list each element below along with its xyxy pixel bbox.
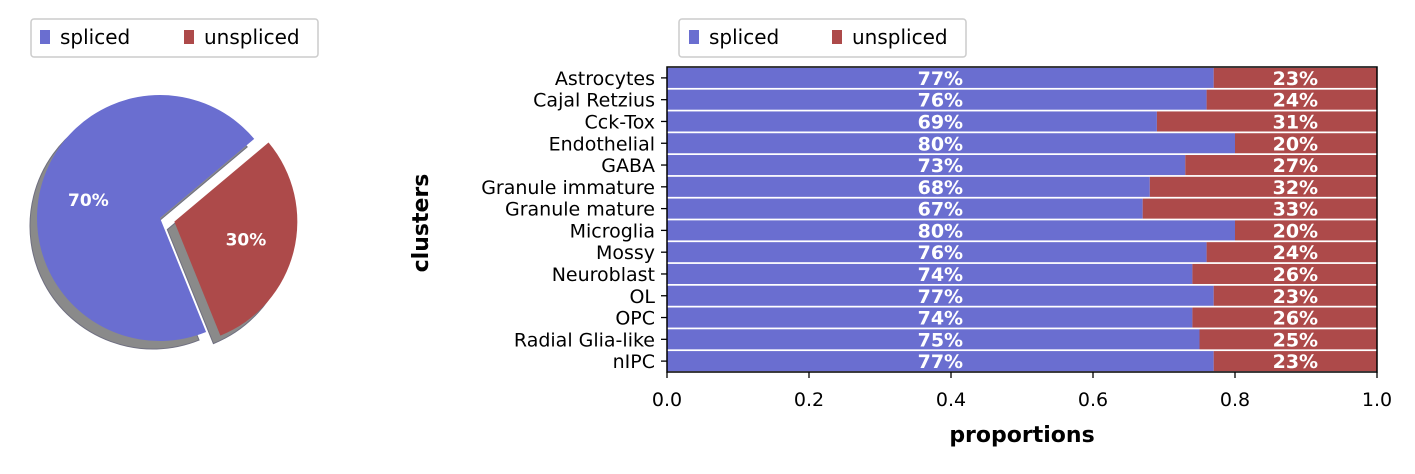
plot-frame — [666, 66, 1378, 373]
bar-label-unspliced-3: 20% — [1273, 133, 1318, 155]
bar-label-spliced-4: 73% — [918, 155, 963, 177]
bar-unspliced-12 — [1199, 329, 1377, 350]
bar-spliced-7 — [667, 220, 1235, 241]
bar-spliced-0 — [667, 67, 1214, 88]
bar-unspliced-9 — [1192, 263, 1377, 284]
bar-spliced-13 — [667, 351, 1214, 372]
bar-label-unspliced-4: 27% — [1273, 155, 1318, 177]
bar-label-unspliced-1: 24% — [1273, 90, 1318, 112]
bar-label-spliced-8: 76% — [918, 242, 963, 264]
bar-label-spliced-6: 67% — [918, 199, 963, 221]
y-tick-label: OPC — [615, 308, 655, 330]
y-tick-label: Granule immature — [481, 177, 655, 199]
bar-label-spliced-11: 74% — [918, 308, 963, 330]
y-tick-label: OL — [629, 286, 655, 308]
y-tick-label: Radial Glia-like — [514, 329, 655, 351]
bar-label-unspliced-9: 26% — [1273, 264, 1318, 286]
bar-spliced-11 — [667, 307, 1193, 328]
x-tick-label: 0.4 — [936, 389, 966, 411]
pie-legend-label-spliced: spliced — [60, 25, 130, 49]
y-tick-label: Microglia — [570, 220, 655, 242]
bar-label-unspliced-12: 25% — [1273, 329, 1318, 351]
y-tick-label: Granule mature — [505, 199, 655, 221]
bar-label-spliced-1: 76% — [918, 90, 963, 112]
bar-label-spliced-9: 74% — [918, 264, 963, 286]
bar-label-unspliced-13: 23% — [1273, 351, 1318, 373]
pie-legend-frame — [30, 18, 319, 58]
y-tick-label: Neuroblast — [552, 264, 655, 286]
bar-spliced-4 — [667, 155, 1186, 176]
bar-unspliced-3 — [1235, 133, 1377, 154]
bar-label-spliced-12: 75% — [918, 329, 963, 351]
bar-label-unspliced-7: 20% — [1273, 220, 1318, 242]
x-tick-label: 0.0 — [652, 389, 682, 411]
bar-legend-label-spliced: spliced — [709, 25, 779, 49]
bar-label-spliced-3: 80% — [918, 133, 963, 155]
bar-unspliced-0 — [1213, 67, 1377, 88]
bar-label-unspliced-6: 33% — [1273, 199, 1318, 221]
bar-label-unspliced-10: 23% — [1273, 286, 1318, 308]
bar-label-spliced-0: 77% — [918, 68, 963, 90]
bar-legend-swatch-spliced — [689, 30, 699, 44]
bar-spliced-12 — [667, 329, 1200, 350]
y-tick-label: Cck-Tox — [585, 111, 656, 133]
bar-unspliced-8 — [1206, 242, 1377, 263]
bar-unspliced-10 — [1213, 285, 1377, 306]
y-tick-label: Astrocytes — [555, 68, 655, 90]
bar-spliced-1 — [667, 89, 1207, 110]
bar-legend-swatch-unspliced — [832, 30, 842, 44]
bar-unspliced-1 — [1206, 89, 1377, 110]
y-tick-label: Endothelial — [549, 133, 655, 155]
y-tick-label: nIPC — [613, 351, 655, 373]
bar-spliced-2 — [667, 111, 1157, 132]
x-tick-label: 0.6 — [1078, 389, 1108, 411]
y-tick-label: GABA — [601, 155, 655, 177]
bar-label-unspliced-11: 26% — [1273, 308, 1318, 330]
bar-spliced-9 — [667, 263, 1193, 284]
bar-spliced-8 — [667, 242, 1207, 263]
x-tick-label: 0.2 — [794, 389, 824, 411]
bar-label-unspliced-0: 23% — [1273, 68, 1318, 90]
bar-spliced-5 — [667, 176, 1150, 197]
bar-unspliced-6 — [1142, 198, 1377, 219]
bar-label-unspliced-2: 31% — [1273, 111, 1318, 133]
pie-slice-spliced — [36, 94, 255, 341]
pie-label-unspliced: 30% — [226, 230, 267, 250]
pie-legend-label-unspliced: unspliced — [204, 25, 300, 49]
bar-legend-frame — [678, 18, 967, 58]
bar-label-spliced-13: 77% — [918, 351, 963, 373]
bar-label-spliced-10: 77% — [918, 286, 963, 308]
x-tick-label: 1.0 — [1362, 389, 1392, 411]
bar-unspliced-4 — [1185, 155, 1377, 176]
x-tick-label: 0.8 — [1220, 389, 1250, 411]
bar-unspliced-2 — [1156, 111, 1377, 132]
bar-spliced-10 — [667, 285, 1214, 306]
y-axis-title: clusters — [409, 174, 434, 273]
pie-slice-unspliced — [174, 142, 298, 336]
bar-unspliced-5 — [1149, 176, 1377, 197]
bar-legend-label-unspliced: unspliced — [852, 25, 948, 49]
bar-label-unspliced-8: 24% — [1273, 242, 1318, 264]
bar-spliced-3 — [667, 133, 1235, 154]
bar-label-spliced-2: 69% — [918, 111, 963, 133]
bar-unspliced-7 — [1235, 220, 1377, 241]
bar-spliced-6 — [667, 198, 1143, 219]
bar-label-spliced-7: 80% — [918, 220, 963, 242]
bar-label-unspliced-5: 32% — [1273, 177, 1318, 199]
pie-legend-swatch-unspliced — [184, 30, 194, 44]
pie-label-spliced: 70% — [68, 191, 109, 211]
bar-label-spliced-5: 68% — [918, 177, 963, 199]
x-axis-title: proportions — [949, 423, 1094, 448]
pie-legend-swatch-spliced — [40, 30, 50, 44]
bar-legend: spliced unspliced — [678, 18, 967, 58]
y-tick-label: Cajal Retzius — [533, 90, 655, 112]
bar-unspliced-11 — [1192, 307, 1377, 328]
bar-unspliced-13 — [1213, 351, 1377, 372]
y-tick-label: Mossy — [596, 242, 655, 264]
pie-chart: 70% 30% — [29, 94, 298, 350]
pie-legend: spliced unspliced — [30, 18, 319, 58]
